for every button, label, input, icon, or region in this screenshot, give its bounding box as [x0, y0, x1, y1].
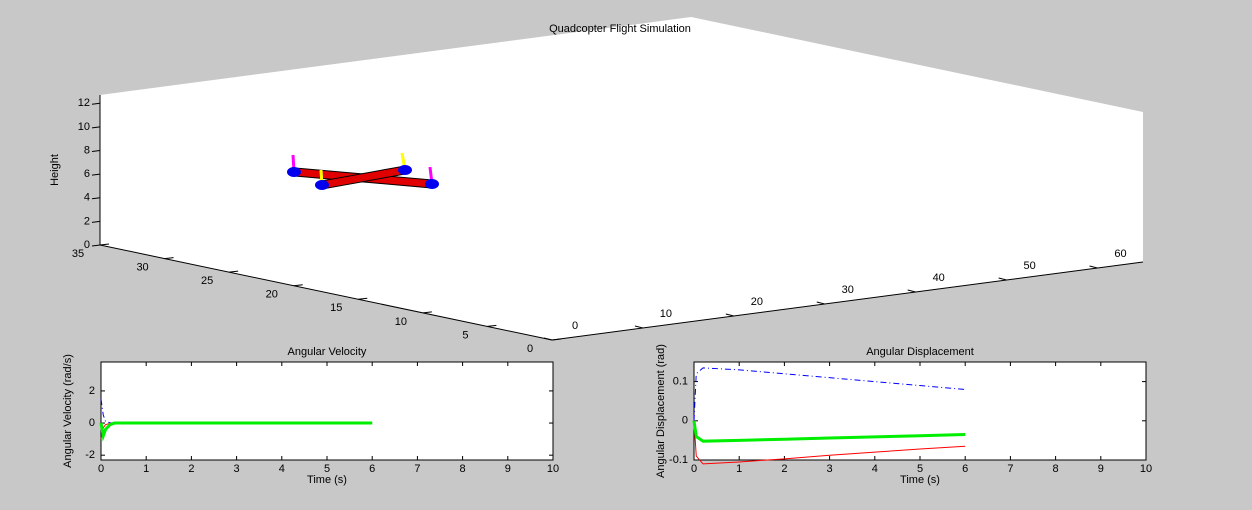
- x-tick-label: 0: [572, 320, 578, 332]
- rotor: [425, 179, 439, 189]
- x-tick-label: 10: [547, 463, 559, 475]
- x-tick-label: 10: [660, 308, 672, 320]
- z-tick-label: 0: [84, 239, 90, 251]
- y-tick-label: 20: [266, 289, 278, 301]
- x-tick-label: 8: [460, 463, 466, 475]
- x-tick-label: 50: [1023, 260, 1035, 272]
- y-tick-label: 5: [462, 329, 468, 341]
- chart-title: Angular Velocity: [288, 346, 367, 358]
- x-tick-label: 6: [962, 463, 968, 475]
- x-tick-label: 60: [1114, 248, 1126, 260]
- y-tick-label: 2: [89, 385, 95, 397]
- x-tick-label: 4: [279, 463, 285, 475]
- x-tick-label: 8: [1053, 463, 1059, 475]
- x-axis-label: Time (s): [307, 474, 347, 486]
- x-tick-label: 20: [751, 296, 763, 308]
- z-tick-label: 8: [84, 144, 90, 156]
- x-axis-label: Time (s): [900, 474, 940, 486]
- rotor: [287, 167, 301, 177]
- x-tick-label: 2: [188, 463, 194, 475]
- z-tick-label: 10: [78, 121, 90, 133]
- plot-area: [694, 362, 1146, 460]
- x-tick-label: 10: [1140, 463, 1152, 475]
- z-tick-label: 4: [84, 192, 90, 204]
- x-tick-label: 9: [1098, 463, 1104, 475]
- y-tick-label: -2: [85, 449, 95, 461]
- x-tick-label: 30: [842, 284, 854, 296]
- y-axis-label: Angular Displacement (rad): [655, 344, 667, 478]
- x-tick-label: 0: [98, 463, 104, 475]
- x-tick-label: 40: [933, 272, 945, 284]
- y-tick-label: 0.1: [673, 376, 688, 388]
- y-tick-label: 0: [527, 343, 533, 355]
- figure: Quadcopter Flight Simulation010203040506…: [0, 0, 1252, 510]
- y-tick-label: 25: [201, 275, 213, 287]
- rotor: [398, 165, 412, 175]
- y-tick-label: 10: [395, 316, 407, 328]
- rotor: [315, 180, 329, 190]
- x-tick-label: 9: [505, 463, 511, 475]
- y-tick-label: 35: [72, 248, 84, 260]
- z-tick-label: 12: [78, 97, 90, 109]
- chart-title: Angular Displacement: [866, 346, 974, 358]
- x-tick-label: 3: [234, 463, 240, 475]
- y-tick-label: -0.1: [669, 454, 688, 466]
- x-tick-label: 1: [143, 463, 149, 475]
- y-tick-label: 15: [330, 302, 342, 314]
- x-tick-label: 1: [736, 463, 742, 475]
- x-tick-label: 2: [781, 463, 787, 475]
- x-tick-label: 4: [872, 463, 878, 475]
- x-tick-label: 6: [369, 463, 375, 475]
- y-tick-label: 0: [89, 417, 95, 429]
- z-tick-label: 6: [84, 168, 90, 180]
- y-axis-label: Angular Velocity (rad/s): [62, 354, 74, 468]
- x-tick-label: 7: [414, 463, 420, 475]
- chart-title: Quadcopter Flight Simulation: [549, 23, 691, 35]
- z-tick-label: 2: [84, 215, 90, 227]
- z-axis-label: Height: [49, 154, 61, 186]
- y-tick-label: 30: [136, 261, 148, 273]
- y-tick-label: 0: [682, 415, 688, 427]
- x-tick-label: 0: [691, 463, 697, 475]
- plot-area: [101, 362, 553, 460]
- x-tick-label: 7: [1007, 463, 1013, 475]
- x-tick-label: 3: [827, 463, 833, 475]
